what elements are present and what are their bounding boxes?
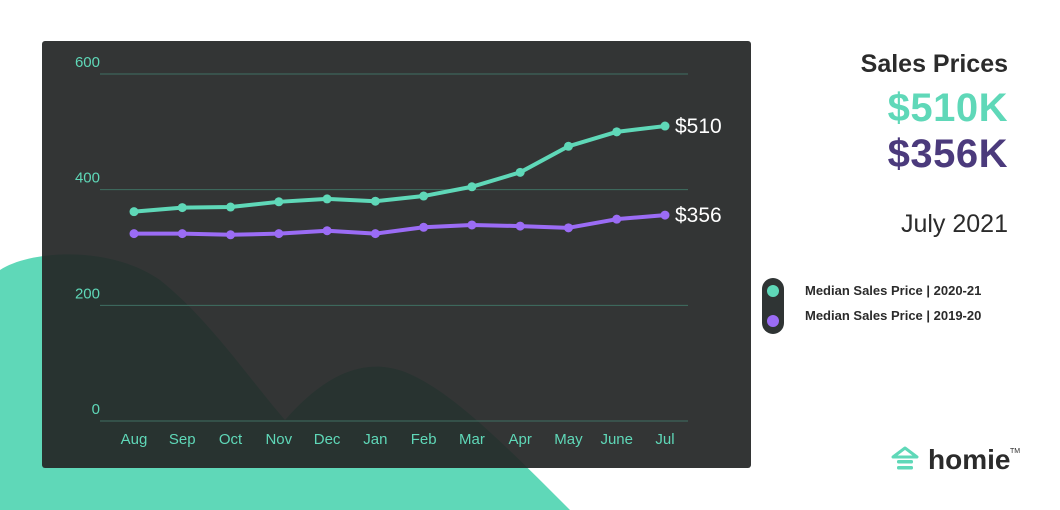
data-point-0-dec xyxy=(322,194,332,204)
data-point-0-jul xyxy=(660,121,670,131)
legend-dot-2020-21 xyxy=(767,285,779,297)
data-point-0-oct xyxy=(226,202,236,212)
end-value-label-0: $510 xyxy=(675,115,722,138)
data-point-0-aug xyxy=(129,207,139,217)
data-point-0-apr xyxy=(515,167,525,177)
x-tick-label-sep: Sep xyxy=(169,431,196,448)
gridlines xyxy=(100,73,688,422)
data-point-1-june xyxy=(612,214,622,224)
legend-pill xyxy=(762,278,784,334)
x-tick-label-apr: Apr xyxy=(509,431,532,448)
chart-title: Sales Prices xyxy=(860,50,1008,78)
data-point-1-may xyxy=(563,223,573,233)
data-point-1-nov xyxy=(274,229,284,239)
y-tick-label-400: 400 xyxy=(75,170,100,187)
headline-value-current: $510K xyxy=(887,86,1008,130)
x-axis-ticks: Aug Sep Oct Nov Dec Jan Feb Mar Apr May June Jul xyxy=(121,431,675,448)
data-point-1-mar xyxy=(467,220,477,230)
y-tick-label-0: 0 xyxy=(92,401,100,418)
end-value-label-1: $356 xyxy=(675,204,722,227)
y-tick-label-600: 600 xyxy=(75,54,100,71)
data-point-1-sep xyxy=(177,229,187,239)
data-point-0-feb xyxy=(419,191,429,201)
data-point-1-aug xyxy=(129,229,139,239)
x-tick-label-dec: Dec xyxy=(314,431,341,448)
data-point-1-jan xyxy=(370,229,380,239)
data-point-0-nov xyxy=(274,197,284,207)
legend-label-2019-20: Median Sales Price | 2019-20 xyxy=(805,308,982,323)
x-tick-label-jul: Jul xyxy=(655,431,674,448)
data-point-0-june xyxy=(612,127,622,137)
date-label: July 2021 xyxy=(900,210,1008,238)
end-value-labels: $510 $356 xyxy=(675,115,722,227)
x-tick-label-feb: Feb xyxy=(411,431,437,448)
data-point-1-jul xyxy=(660,210,670,220)
series-lines xyxy=(129,121,670,240)
data-point-0-jan xyxy=(370,196,380,206)
y-axis-ticks: 0 200 400 600 xyxy=(75,54,100,418)
x-tick-label-may: May xyxy=(554,431,583,448)
data-point-1-apr xyxy=(515,221,525,231)
series-line-1 xyxy=(132,213,667,237)
data-point-0-sep xyxy=(177,203,187,213)
x-tick-label-june: June xyxy=(600,431,633,448)
data-point-1-oct xyxy=(226,230,236,240)
line-chart: 0 200 400 600 Aug Sep Oct Nov Dec Jan Feb Mar Apr Ma… xyxy=(75,54,722,448)
data-point-1-dec xyxy=(322,226,332,236)
data-point-0-mar xyxy=(467,182,477,192)
x-tick-label-nov: Nov xyxy=(265,431,292,448)
series-line-0 xyxy=(132,124,667,214)
trademark-mark: TM xyxy=(1010,448,1021,455)
logo-wordmark: homie xyxy=(928,444,1011,475)
headline-value-previous: $356K xyxy=(887,132,1008,176)
data-point-0-may xyxy=(563,141,573,151)
y-tick-label-200: 200 xyxy=(75,285,100,302)
legend-dot-2019-20 xyxy=(767,315,779,327)
x-tick-label-aug: Aug xyxy=(121,431,148,448)
chart-panel xyxy=(42,41,751,468)
x-tick-label-jan: Jan xyxy=(363,431,387,448)
legend: Median Sales Price | 2020-21 Median Sale… xyxy=(762,278,1012,334)
x-tick-label-mar: Mar xyxy=(459,431,485,448)
legend-label-2020-21: Median Sales Price | 2020-21 xyxy=(805,283,982,298)
data-point-1-feb xyxy=(419,222,429,232)
house-icon xyxy=(891,446,919,470)
x-tick-label-oct: Oct xyxy=(219,431,243,448)
